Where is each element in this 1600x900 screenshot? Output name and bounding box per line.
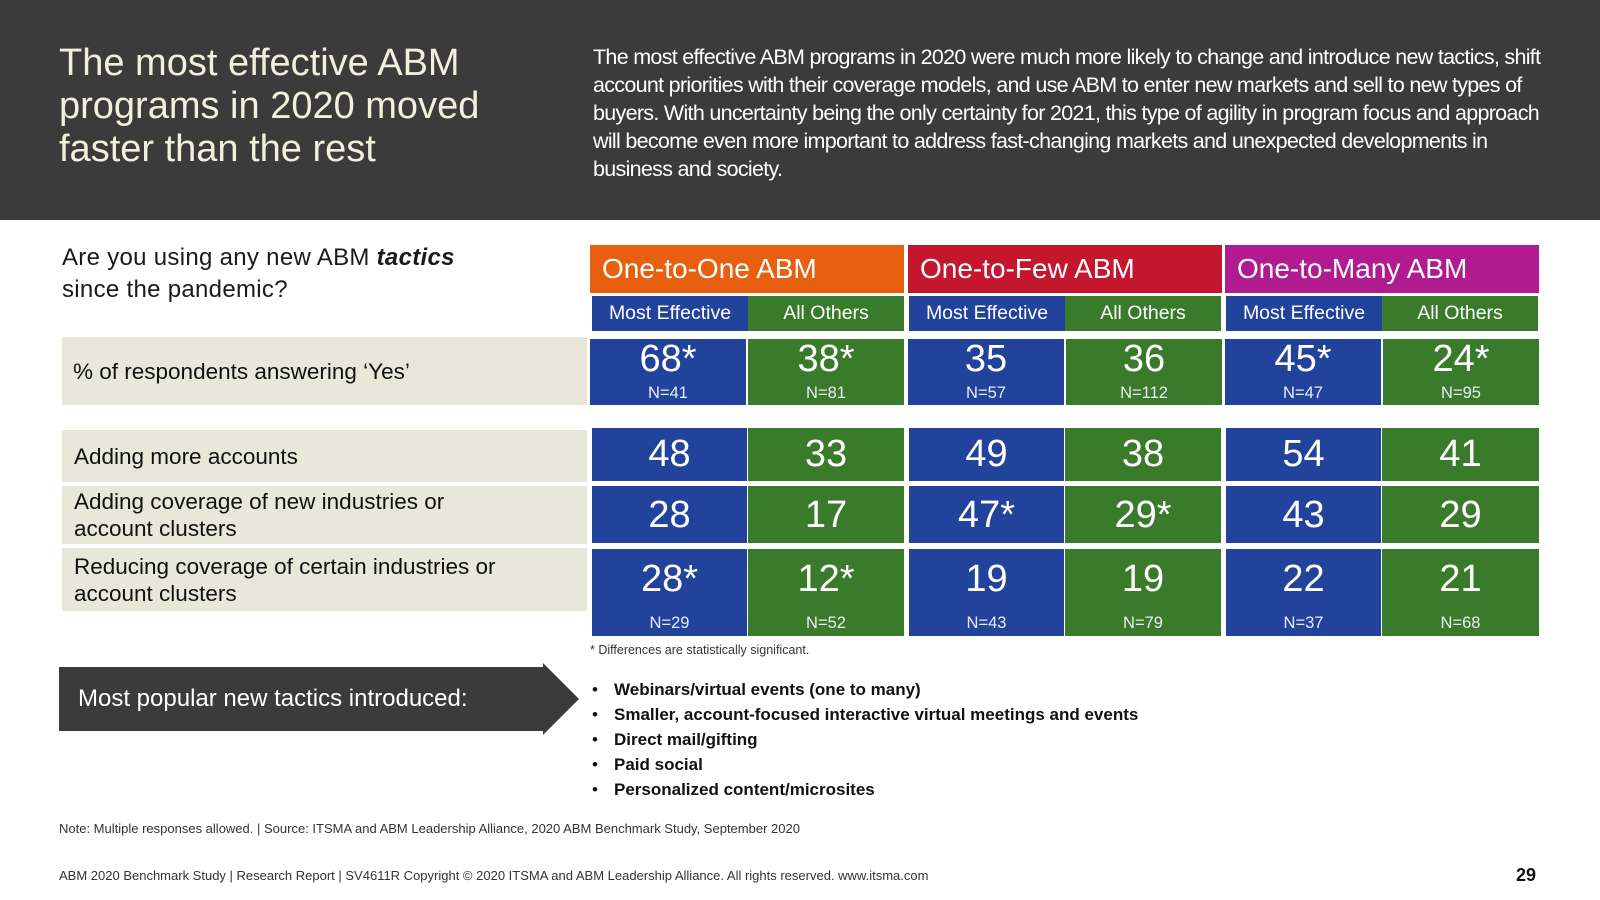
list-item: Personalized content/microsites [592, 777, 1138, 802]
subheader-all-others: All Others [748, 296, 904, 331]
group-header-one-to-few: One-to-Few ABM [908, 245, 1222, 293]
value-cell: 47* [909, 486, 1064, 543]
yes-value: 45* [1274, 338, 1332, 380]
row-label-adding-coverage: Adding coverage of new industries or acc… [62, 486, 587, 544]
value-cell: 19 N=43 [909, 549, 1064, 636]
list-item: Paid social [592, 752, 1138, 777]
list-item: Direct mail/gifting [592, 727, 1138, 752]
yes-cell: 24* N=95 [1383, 339, 1539, 405]
callout-arrow [59, 663, 579, 735]
value-cell: 38 [1065, 428, 1221, 481]
yes-n: N=112 [1120, 384, 1168, 402]
source-note: Note: Multiple responses allowed. | Sour… [59, 821, 800, 836]
row-label-adding-accounts: Adding more accounts [62, 430, 587, 482]
cell-value: 41 [1439, 433, 1482, 475]
cell-n: N=68 [1440, 614, 1481, 632]
cell-value: 33 [804, 433, 848, 475]
callout-label: Most popular new tactics introduced: [78, 685, 468, 712]
yes-cell: 45* N=47 [1225, 339, 1381, 405]
list-item: Webinars/virtual events (one to many) [592, 677, 1138, 702]
cell-value: 38 [1121, 433, 1165, 475]
row-label-reducing-coverage: Reducing coverage of certain industries … [62, 548, 587, 611]
yes-value: 35 [964, 338, 1008, 380]
intro-paragraph: The most effective ABM programs in 2020 … [593, 45, 1541, 181]
value-cell: 22 N=37 [1226, 549, 1381, 636]
cell-value: 49 [965, 433, 1008, 475]
cell-value: 47* [957, 494, 1016, 536]
list-item: Smaller, account-focused interactive vir… [592, 702, 1138, 727]
value-cell: 28* N=29 [592, 549, 747, 636]
subheader-most-effective: Most Effective [909, 296, 1065, 331]
cell-n: N=29 [649, 614, 690, 632]
cell-n: N=79 [1123, 614, 1163, 632]
yes-value: 38* [797, 338, 855, 380]
yes-cell: 36 N=112 [1066, 339, 1222, 405]
cell-value: 19 [965, 558, 1008, 600]
page-number: 29 [1516, 865, 1537, 885]
group-header-one-to-one: One-to-One ABM [590, 245, 904, 293]
survey-question: Are you using any new ABM tactics since … [62, 242, 455, 306]
yes-cell: 68* N=41 [590, 339, 746, 405]
tactics-list: Webinars/virtual events (one to many) Sm… [592, 677, 1138, 802]
cell-value: 12* [797, 558, 855, 600]
yes-n: N=57 [966, 384, 1006, 402]
subheader-all-others: All Others [1065, 296, 1221, 331]
cell-n: N=43 [966, 614, 1007, 632]
value-cell: 17 [748, 486, 904, 543]
arrow-shape [59, 663, 579, 735]
cell-value: 17 [804, 494, 848, 536]
yes-value: 36 [1122, 338, 1166, 380]
cell-n: N=37 [1283, 614, 1324, 632]
cell-value: 54 [1282, 433, 1325, 475]
page-title: The most effective ABM programs in 2020 … [59, 42, 480, 170]
group-header-one-to-many: One-to-Many ABM [1225, 245, 1539, 293]
cell-value: 29* [1114, 494, 1172, 536]
yes-n: N=41 [648, 384, 688, 402]
copyright-footer: ABM 2020 Benchmark Study | Research Repo… [59, 868, 929, 883]
yes-value: 24* [1432, 338, 1490, 380]
question-suffix: since the pandemic? [62, 276, 288, 303]
significance-footnote: * Differences are statistically signific… [590, 643, 810, 657]
value-cell: 29 [1382, 486, 1539, 543]
yes-n: N=95 [1441, 384, 1481, 402]
value-cell: 21 N=68 [1382, 549, 1539, 636]
value-cell: 48 [592, 428, 747, 481]
value-cell: 49 [909, 428, 1064, 481]
question-emphasis: tactics [376, 244, 455, 271]
cell-value: 28* [640, 558, 699, 600]
value-cell: 29* [1065, 486, 1221, 543]
value-cell: 33 [748, 428, 904, 481]
cell-value: 28 [648, 494, 691, 536]
header-band: The most effective ABM programs in 2020 … [0, 0, 1600, 220]
yes-n: N=47 [1283, 384, 1323, 402]
cell-value: 22 [1282, 558, 1325, 600]
cell-value: 43 [1282, 494, 1325, 536]
cell-value: 48 [648, 433, 691, 475]
subheader-most-effective: Most Effective [592, 296, 748, 331]
cell-n: N=52 [806, 614, 846, 632]
value-cell: 41 [1382, 428, 1539, 481]
value-cell: 54 [1226, 428, 1381, 481]
subheader-all-others: All Others [1382, 296, 1538, 331]
value-cell: 12* N=52 [748, 549, 904, 636]
cell-value: 29 [1439, 494, 1482, 536]
yes-cell: 38* N=81 [748, 339, 904, 405]
cell-value: 21 [1439, 558, 1482, 600]
value-cell: 28 [592, 486, 747, 543]
yes-n: N=81 [806, 384, 846, 402]
question-prefix: Are you using any new ABM [62, 244, 370, 271]
value-cell: 19 N=79 [1065, 549, 1221, 636]
yes-cell: 35 N=57 [908, 339, 1064, 405]
value-cell: 43 [1226, 486, 1381, 543]
yes-value: 68* [639, 338, 697, 380]
cell-value: 19 [1121, 558, 1165, 600]
subheader-most-effective: Most Effective [1226, 296, 1382, 331]
row-label-yes: % of respondents answering ‘Yes’ [62, 337, 587, 405]
